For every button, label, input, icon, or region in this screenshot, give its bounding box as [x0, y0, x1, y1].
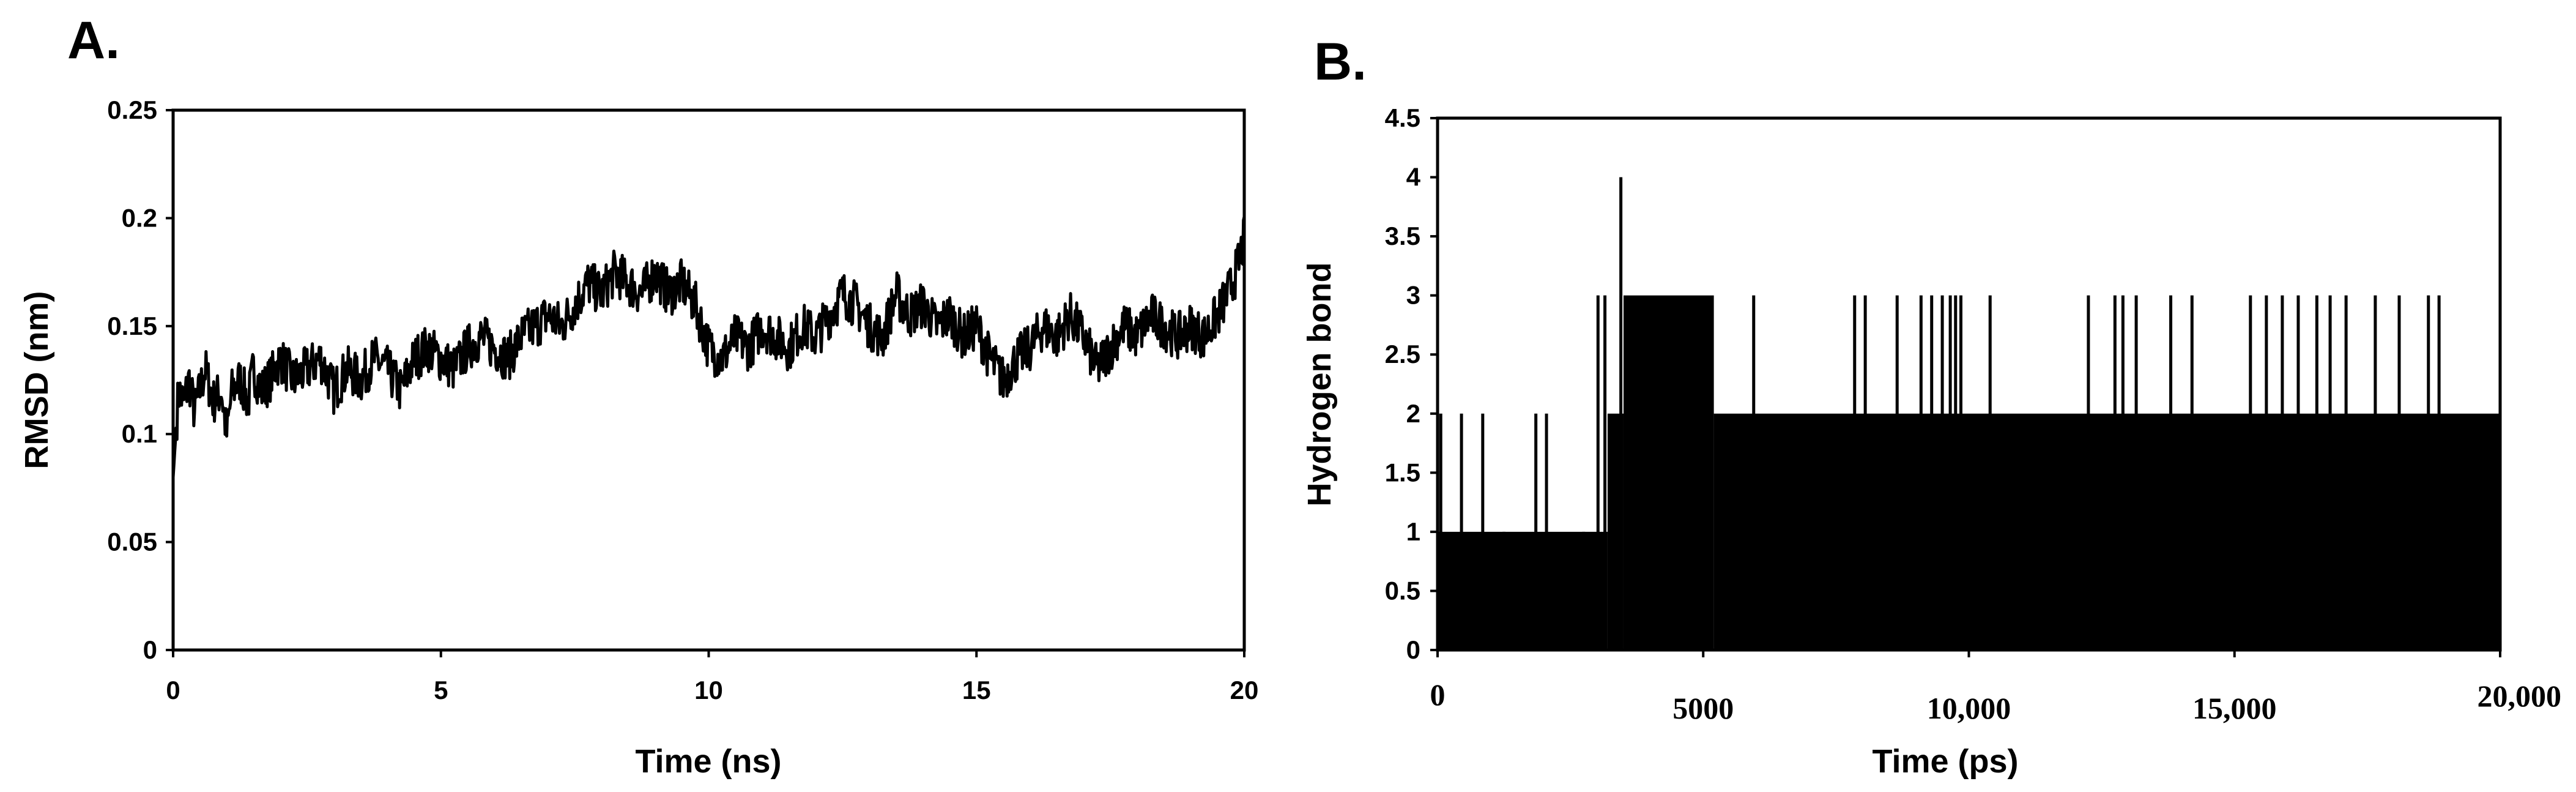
- panel-b-y-tick-label: 0: [1406, 635, 1420, 664]
- panel-b-data-layer: [1438, 177, 2500, 651]
- panel-b-x-tick-label: 20,000: [2478, 679, 2562, 713]
- panel-b-y-tick-label: 1: [1406, 517, 1420, 546]
- panel-a-chart: 0 0.05 0.1 0.15 0.2 0.25 0 5 10 15 20 Time (ns) R…: [18, 95, 1258, 780]
- panel-a-x-tick-label: 0: [166, 676, 180, 704]
- panel-b-y-axis-label: Hydrogen bond: [1301, 263, 1338, 507]
- panel-b-x-axis-label: Time (ps): [1872, 743, 2018, 780]
- panel-b-y-tick-label: 1.5: [1385, 458, 1420, 487]
- panel-b-y-tick-label: 2: [1406, 399, 1420, 428]
- panel-a-y-tick-label: 0.05: [107, 528, 157, 556]
- panel-a-x-tick-label: 10: [694, 676, 723, 704]
- panel-b-y-tick-label: 4: [1406, 163, 1421, 192]
- panel-a-y-axis-label: RMSD (nm): [18, 291, 55, 469]
- panel-b-y-tick-label: 4.5: [1385, 103, 1420, 132]
- panel-a-x-tick-label: 20: [1230, 676, 1259, 704]
- panel-b-x-tick-label: 0: [1430, 678, 1446, 712]
- panel-b-chart: 0 0.5 1 1.5 2 2.5 3 3.5 4 4.5 0 5000 10,000 15,000 20…: [1301, 103, 2561, 780]
- panel-b-hbond-segment: [1713, 413, 2500, 650]
- panel-b-x-tick-label: 15,000: [2192, 691, 2277, 725]
- panel-a-data-layer: [171, 216, 1246, 477]
- panel-a-x-tick-label: 5: [434, 676, 448, 704]
- panel-a-y-tick-label: 0.2: [122, 203, 157, 232]
- panel-b-letter: B.: [1314, 32, 1367, 91]
- panel-a-y-tick-label: 0.1: [122, 419, 157, 448]
- panel-a-y-tick-label: 0.15: [107, 312, 157, 340]
- panel-b-x-tick-label: 10,000: [1927, 691, 2011, 725]
- panel-b-x-ticks: 0 5000 10,000 15,000 20,000: [1430, 650, 2562, 725]
- panel-b-x-tick-label: 5000: [1672, 691, 1734, 725]
- panel-a-y-ticks: 0 0.05 0.1 0.15 0.2 0.25: [107, 95, 173, 664]
- panel-b-hbond-segment: [1438, 531, 1608, 650]
- panel-b-y-tick-label: 3: [1406, 281, 1420, 310]
- panel-b-y-tick-label: 2.5: [1385, 340, 1420, 368]
- panel-b-hbond-segment: [1623, 295, 1714, 651]
- panel-b-y-ticks: 0 0.5 1 1.5 2 2.5 3 3.5 4 4.5: [1385, 103, 1438, 664]
- panel-a-rmsd-series-line: [171, 216, 1246, 477]
- panel-a-x-axis-label: Time (ns): [635, 743, 781, 780]
- panel-a-x-ticks: 0 5 10 15 20: [166, 650, 1258, 704]
- panel-a-x-tick-label: 15: [962, 676, 991, 704]
- panel-b-y-tick-label: 0.5: [1385, 576, 1420, 605]
- panel-a-y-tick-label: 0.25: [107, 95, 157, 124]
- panel-a-y-tick-label: 0: [143, 635, 157, 664]
- panel-a-letter: A.: [67, 11, 120, 70]
- panel-b-y-tick-label: 3.5: [1385, 222, 1420, 250]
